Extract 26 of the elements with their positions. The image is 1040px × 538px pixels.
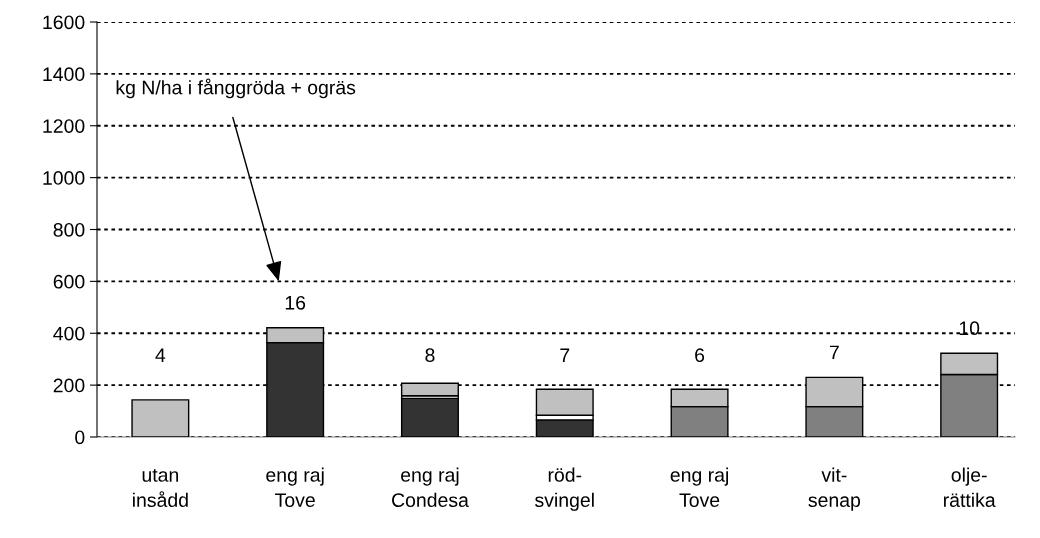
y-tick-label: 200: [53, 378, 85, 393]
x-tick-label: eng raj Tove: [266, 467, 324, 508]
y-tick-label: 1000: [43, 171, 85, 185]
y-tick-label: 1200: [43, 119, 85, 133]
bar: [535, 419, 594, 437]
annotation: 4: [155, 348, 166, 362]
y-tick-label: 0: [75, 430, 85, 445]
annotation: 6: [695, 348, 705, 363]
x-tick-label: vit- senap: [808, 467, 861, 511]
annotation: 16: [285, 295, 306, 310]
bar: [400, 397, 459, 437]
y-tick-label: 400: [53, 326, 85, 341]
x-tick-label: eng raj Condesa: [392, 467, 469, 508]
y-tick-label: 1600: [43, 15, 85, 30]
annotation: 7: [560, 348, 570, 362]
x-tick-label: utan insådd: [133, 469, 188, 508]
x-tick-label: eng raj Tove: [670, 467, 728, 508]
annotation: 7: [829, 345, 839, 360]
y-tick-label: 800: [53, 222, 85, 237]
x-tick-label: röd- svingel: [535, 467, 594, 511]
annotation: kg N/ha i fånggröda + ogräs: [116, 78, 356, 99]
x-tick-label: olje- rättika: [943, 467, 996, 508]
y-tick-label: 1400: [43, 67, 85, 82]
bar: [131, 399, 190, 437]
y-tick-label: 600: [53, 274, 85, 289]
annotation: 8: [425, 348, 435, 363]
